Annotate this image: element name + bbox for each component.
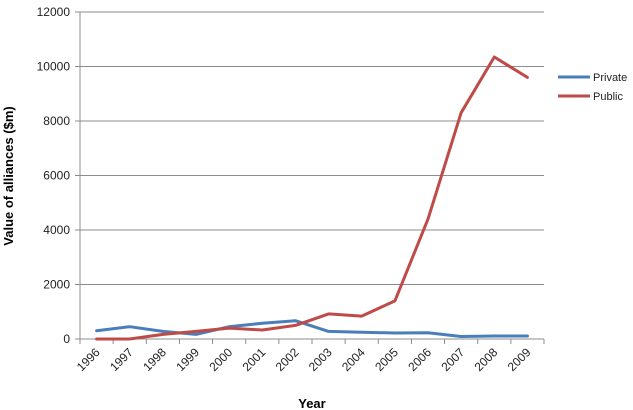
y-tick-label: 2000 <box>43 278 70 292</box>
x-axis-ticks: 1996 1997 1998 1999 2000 2001 2002 2003 2004 2005… <box>74 339 545 374</box>
x-tick-label: 2005 <box>372 345 401 374</box>
grid-lines <box>80 11 544 285</box>
x-tick-label: 2008 <box>472 345 501 374</box>
x-tick-label: 2001 <box>240 345 269 374</box>
x-tick-label: 2009 <box>505 345 534 374</box>
x-tick-label: 2004 <box>339 345 368 374</box>
y-tick-label: 10000 <box>37 60 71 74</box>
y-tick-label: 6000 <box>43 169 70 183</box>
x-axis-label: Year <box>298 396 325 410</box>
x-tick-label: 1999 <box>173 345 202 374</box>
y-axis-label: Value of alliances ($m) <box>1 106 16 245</box>
y-tick-label: 0 <box>63 332 70 346</box>
x-tick-label: 2002 <box>273 345 302 374</box>
legend-label-public: Public <box>593 91 623 103</box>
series-lines <box>95 55 529 341</box>
y-axis-ticks: 0 2000 4000 6000 8000 10000 12000 <box>37 5 80 346</box>
x-tick-label: 1998 <box>140 345 169 374</box>
y-tick-label: 8000 <box>43 114 70 128</box>
x-tick-label: 1996 <box>74 345 103 374</box>
x-tick-label: 1997 <box>107 345 136 374</box>
series-line-private <box>95 319 529 338</box>
y-tick-label: 12000 <box>37 5 71 19</box>
legend-label-private: Private <box>593 72 627 84</box>
series-line-public <box>95 55 529 341</box>
x-tick-label: 2003 <box>306 345 335 374</box>
x-tick-label: 2007 <box>438 345 467 374</box>
x-tick-label: 2000 <box>206 345 235 374</box>
legend: Private Public <box>558 72 627 103</box>
x-tick-label: 2006 <box>405 345 434 374</box>
y-tick-label: 4000 <box>43 223 70 237</box>
